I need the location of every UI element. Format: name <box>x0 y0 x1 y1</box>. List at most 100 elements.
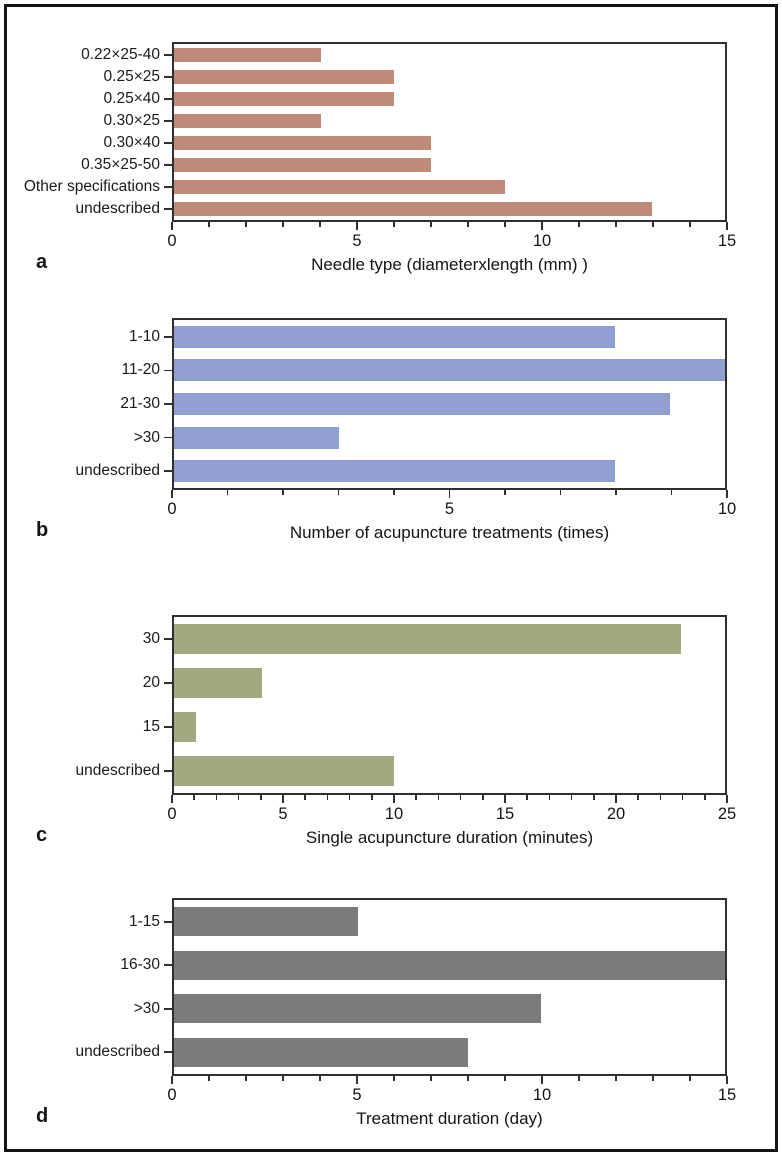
x-tick-minor <box>652 1076 654 1081</box>
x-tick-minor <box>208 222 210 227</box>
x-tick-label: 5 <box>352 232 362 250</box>
bar-c-3 <box>174 756 395 786</box>
bar-a-3 <box>174 113 321 129</box>
category-label: undescribed <box>75 200 160 217</box>
chart-panel-b: 1-10 11-20 21-30 >30 undescribed 0 5 10 Number o… <box>0 318 782 565</box>
x-tick-major <box>171 490 173 498</box>
x-tick-minor <box>570 795 573 800</box>
bar-b-3 <box>174 426 340 449</box>
x-tick-major <box>282 795 284 803</box>
category-label: Other specifications <box>23 178 160 195</box>
bar-a-2 <box>174 91 395 107</box>
x-tick-minor <box>504 1076 506 1081</box>
category-label: 0.25×40 <box>103 90 160 107</box>
bar-c-2 <box>174 712 197 742</box>
panel-letter-b: b <box>36 519 49 541</box>
x-tick-label: 0 <box>167 805 177 823</box>
category-label: >30 <box>133 428 160 446</box>
plot-frame <box>172 42 727 222</box>
y-tick <box>164 920 172 923</box>
category-label: 0.22×25-40 <box>81 46 160 63</box>
y-tick <box>164 98 172 100</box>
x-tick-minor <box>304 795 307 800</box>
x-tick-minor <box>430 222 432 227</box>
x-tick-minor <box>437 795 440 800</box>
bar-a-7 <box>174 201 652 217</box>
x-tick-minor <box>319 222 321 227</box>
y-tick <box>164 186 172 188</box>
x-tick-label: 5 <box>444 500 455 518</box>
x-tick-minor <box>415 795 418 800</box>
x-tick-major <box>726 1076 728 1084</box>
x-tick-minor <box>193 795 196 800</box>
category-label: 20 <box>142 674 160 691</box>
category-label: 0.35×25-50 <box>81 156 160 173</box>
plot-frame <box>172 898 727 1076</box>
x-tick-minor <box>548 795 551 800</box>
x-tick-minor <box>689 222 691 227</box>
x-axis-label: Number of acupuncture treatments (times) <box>289 523 610 542</box>
chart-panel-c: 30 20 15 undescribed 0 5 10 15 20 25 Single acupun… <box>0 615 782 870</box>
x-tick-minor <box>467 1076 469 1081</box>
y-tick <box>164 76 172 78</box>
x-tick-minor <box>282 490 284 495</box>
y-tick <box>164 120 172 122</box>
x-axis-label: Needle type (diameterxlength (mm) ) <box>311 255 588 274</box>
y-tick <box>164 1051 172 1054</box>
x-tick-minor <box>319 1076 321 1081</box>
x-tick-minor <box>245 1076 247 1081</box>
panel-letter-d: d <box>36 1105 49 1127</box>
x-tick-minor <box>615 490 617 495</box>
category-label: 30 <box>142 630 160 647</box>
chart-panel-a: 0.22×25-40 0.25×25 0.25×40 0.30×25 0.30×40 0.… <box>0 42 782 297</box>
y-tick <box>164 436 172 439</box>
x-tick-major <box>356 1076 358 1084</box>
y-tick <box>164 403 172 405</box>
x-tick-major <box>504 795 506 803</box>
category-label: 21-30 <box>120 395 160 412</box>
x-tick-minor <box>703 795 706 800</box>
bar-b-4 <box>174 460 615 483</box>
x-tick-minor <box>681 795 684 800</box>
x-tick-minor <box>689 1076 691 1081</box>
bar-b-1 <box>174 359 725 382</box>
bar-a-6 <box>174 179 505 195</box>
bar-b-0 <box>174 325 615 348</box>
x-tick-label: 0 <box>167 1086 177 1104</box>
x-tick-major <box>448 490 451 498</box>
x-axis-label: Treatment duration (day) <box>356 1109 543 1128</box>
bar-b-2 <box>174 392 670 416</box>
x-tick-minor <box>526 795 529 800</box>
category-label: 1-15 <box>128 912 160 930</box>
category-label: 0.30×25 <box>103 112 160 129</box>
y-tick <box>164 164 172 166</box>
x-tick-minor <box>615 222 617 227</box>
y-tick <box>164 726 172 728</box>
y-tick <box>164 335 172 338</box>
bar-c-0 <box>174 624 681 654</box>
bar-a-4 <box>174 135 432 151</box>
x-tick-minor <box>393 222 395 227</box>
x-tick-minor <box>208 1076 210 1081</box>
category-label: 15 <box>142 718 160 735</box>
x-tick-label: 10 <box>532 1086 552 1104</box>
x-tick-minor <box>215 795 218 800</box>
x-tick-minor <box>226 490 229 495</box>
x-tick-minor <box>282 222 284 227</box>
x-tick-label: 10 <box>532 232 552 250</box>
x-tick-label: 10 <box>717 500 737 518</box>
y-tick <box>164 682 172 684</box>
x-tick-minor <box>459 795 462 800</box>
x-tick-minor <box>481 795 484 800</box>
x-axis-label: Single acupuncture duration (minutes) <box>305 828 594 847</box>
x-tick-label: 15 <box>717 232 737 250</box>
x-tick-major <box>726 222 728 230</box>
x-tick-minor <box>559 490 562 495</box>
y-tick <box>164 208 172 210</box>
panel-letter-a: a <box>36 251 48 273</box>
x-tick-minor <box>578 222 580 227</box>
x-tick-major <box>726 490 728 498</box>
x-tick-minor <box>615 1076 617 1081</box>
x-tick-minor <box>592 795 595 800</box>
x-tick-major <box>171 795 173 803</box>
